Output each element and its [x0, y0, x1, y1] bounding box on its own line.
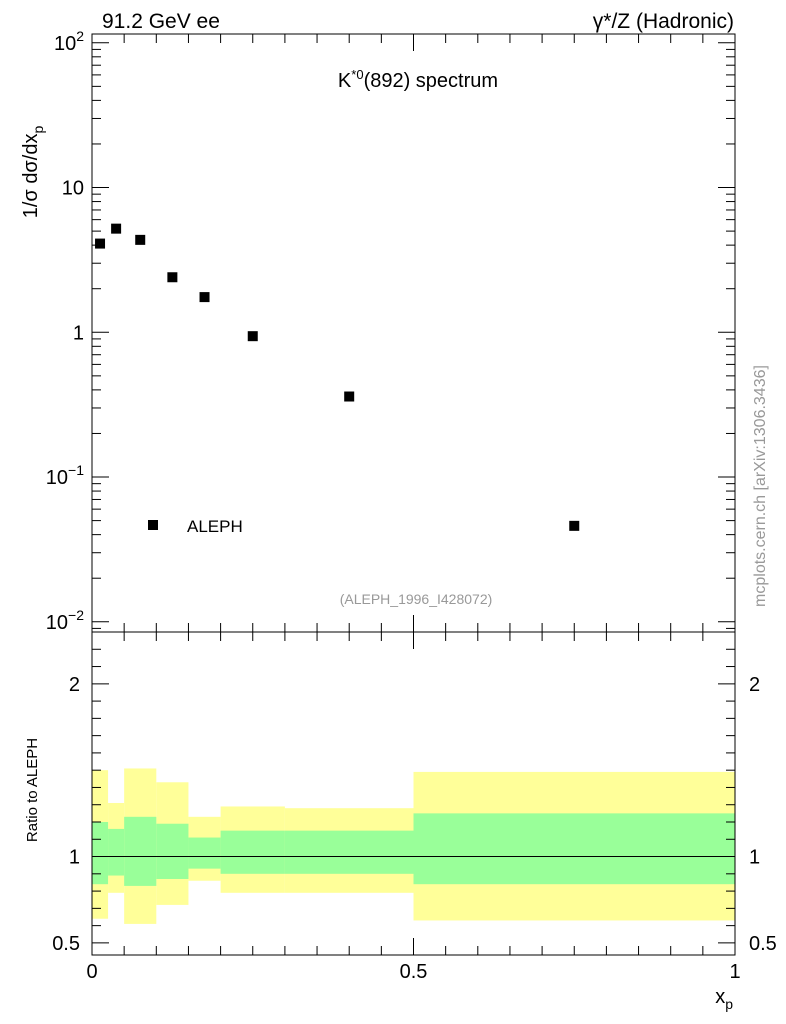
y-tick-label-base: 10 [46, 467, 68, 489]
ratio-x-ticks [91, 632, 736, 955]
x-axis-label: xp [715, 986, 733, 1012]
y-tick-label-base: 1 [73, 322, 84, 344]
ratio-tick-label-left: 1 [69, 847, 80, 869]
y-label-prefix: 1/σ dσ/dx [20, 134, 42, 219]
x-tick-label: 1 [729, 961, 740, 983]
y-tick-label-base: 10 [54, 33, 76, 55]
ratio-band-inner [188, 837, 221, 869]
y-tick-label: 10−1 [46, 462, 84, 489]
data-point [95, 238, 106, 249]
ratio-tick-label-right: 2 [749, 674, 760, 696]
ratio-y-axis-label: Ratio to ALEPH [24, 738, 41, 842]
ratio-panel: 0.5 0.51 12 2 0 0.5 1 Ratio to ALEPH xp [24, 631, 777, 1012]
y-tick-label: 102 [54, 28, 84, 55]
data-point [569, 520, 580, 531]
plot-title: K*0(892) spectrum [338, 67, 498, 92]
ratio-tick-label-left: 0.5 [52, 933, 80, 955]
ratio-tick-label-right: 0.5 [749, 933, 777, 955]
y-tick-label-base: 10 [46, 612, 68, 634]
legend-marker [148, 520, 158, 530]
ratio-bands [92, 768, 735, 924]
ratio-band-inner [124, 816, 157, 886]
main-y-ticks [92, 42, 735, 629]
y-tick-label-exp: −1 [68, 462, 84, 478]
y-tick-label: 10 [62, 178, 84, 200]
analysis-id: (ALEPH_1996_I428072) [340, 591, 493, 607]
y-tick-label-exp: 2 [76, 28, 84, 44]
ratio-y-tick-labels: 0.5 0.5 1 1 2 2 [52, 674, 777, 955]
data-point [199, 292, 210, 303]
main-frame [91, 33, 736, 633]
header-left-label: 91.2 GeV ee [102, 10, 220, 33]
x-label-sub: p [725, 996, 733, 1012]
data-point [135, 234, 146, 245]
x-tick-label: 0 [86, 961, 97, 983]
ratio-band-inner [220, 830, 285, 874]
ratio-band-inner [92, 822, 109, 885]
ratio-band-inner [413, 813, 735, 885]
y-tick-label-base: 10 [62, 178, 84, 200]
ratio-band-inner [284, 830, 414, 874]
watermark: mcplots.cern.ch [arXiv:1306.3436] [752, 365, 769, 607]
x-tick-label: 0.5 [400, 961, 428, 983]
ratio-band-inner [108, 828, 125, 876]
y-label-sub: p [30, 126, 46, 134]
data-point [167, 272, 178, 283]
ratio-tick-label-left: 2 [69, 674, 80, 696]
data-points [95, 223, 580, 531]
main-x-ticks [91, 34, 736, 632]
legend-label: ALEPH [187, 517, 243, 536]
ratio-y-ticks [92, 648, 735, 944]
ratio-band-inner [156, 823, 189, 879]
y-tick-label-exp: −2 [68, 607, 84, 623]
x-tick-labels: 0 0.5 1 [86, 961, 740, 983]
data-point [247, 331, 258, 342]
main-y-axis-label: 1/σ dσ/dxp [20, 126, 46, 219]
y-tick-label: 1 [73, 322, 84, 344]
title-sup: *0 [351, 67, 363, 82]
data-point [344, 391, 355, 402]
title-rest: (892) spectrum [364, 70, 499, 92]
x-label-main: x [715, 986, 725, 1008]
ratio-tick-label-right: 1 [749, 847, 760, 869]
title-main: K [338, 70, 352, 92]
data-point [111, 223, 122, 234]
y-tick-label: 10−2 [46, 607, 84, 634]
header-right-label: γ*/Z (Hadronic) [593, 10, 734, 33]
